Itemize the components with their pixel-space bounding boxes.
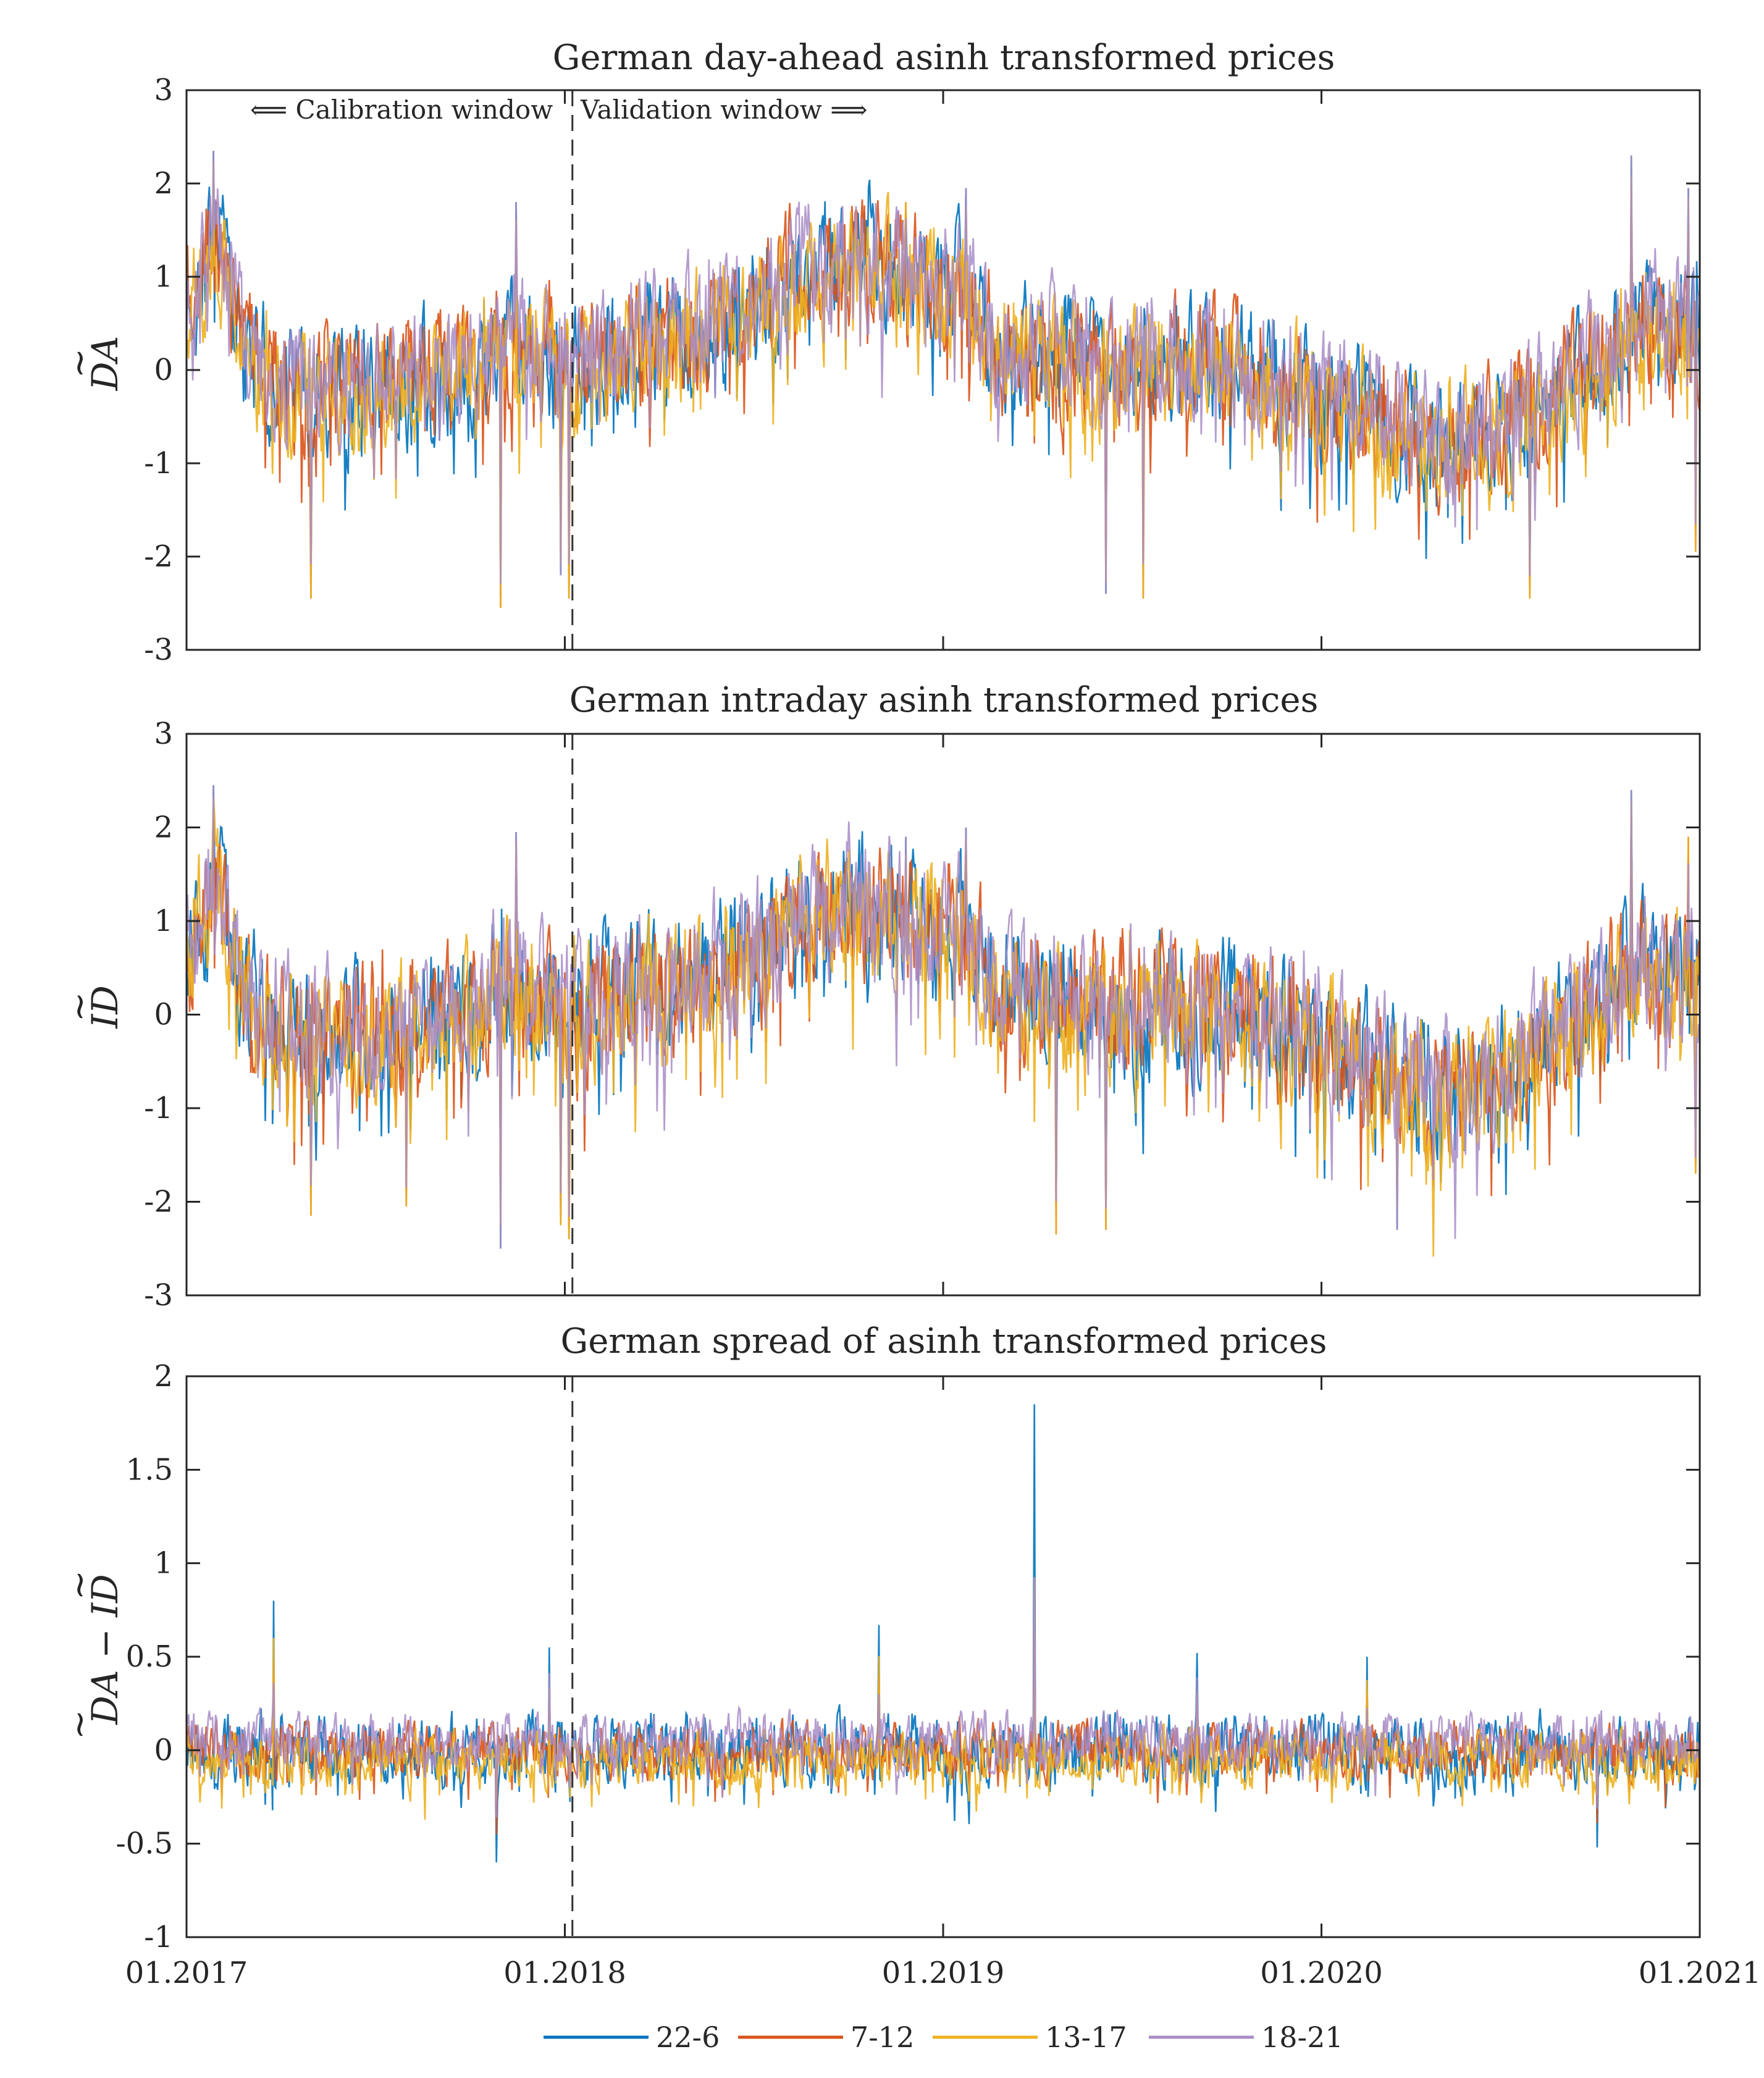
x-tick-label: 01.2017 — [125, 1956, 248, 1990]
legend: 22-6 7-12 13-17 18-21 — [544, 2021, 1343, 2054]
y-tick-label: 2 — [154, 166, 173, 201]
series-line-13-17 — [187, 1577, 1700, 1820]
svg-text:ID: ID — [84, 985, 126, 1028]
legend-label-22-6: 22-6 — [656, 2021, 720, 2054]
series-group — [187, 785, 1700, 1257]
y-tick-label: -1 — [144, 1091, 173, 1125]
y-tick-label: -2 — [144, 539, 173, 574]
y-tick-label: 0 — [154, 353, 173, 387]
series-group — [187, 1404, 1700, 1862]
svg-text:DA: DA — [84, 336, 126, 391]
y-tick-label: 3 — [154, 73, 173, 107]
tilde-mark: ~ — [58, 1710, 100, 1740]
y-tick-label: 0.5 — [126, 1639, 173, 1674]
y-tick-label: -2 — [144, 1185, 173, 1219]
series-line-22-6 — [187, 1404, 1700, 1862]
y-tick-label: -1 — [144, 1920, 173, 1954]
y-axis-label: DA − ID ~ ~ — [58, 1570, 126, 1740]
y-tick-label: -3 — [144, 1278, 173, 1313]
validation-window-label: Validation window ⟹ — [580, 95, 867, 125]
panel-day-ahead: German day-ahead asinh transformed price… — [58, 38, 1701, 667]
panel-title: German spread of asinh transformed price… — [560, 1321, 1327, 1361]
legend-label-7-12: 7-12 — [850, 2021, 914, 2054]
series-line-18-21 — [187, 785, 1700, 1249]
axes-frame — [185, 1375, 1701, 1938]
y-tick-label: 3 — [154, 717, 173, 751]
x-tick-label: 01.2018 — [503, 1956, 626, 1990]
y-tick-label: 2 — [154, 1359, 173, 1394]
panel-title: German day-ahead asinh transformed price… — [553, 38, 1335, 78]
y-tick-label: 1 — [154, 904, 173, 938]
tilde-mark: ~ — [58, 992, 100, 1022]
legend-label-18-21: 18-21 — [1261, 2021, 1343, 2054]
tilde-mark: ~ — [58, 1570, 100, 1601]
series-line-18-21 — [187, 151, 1700, 594]
y-tick-label: 2 — [154, 810, 173, 845]
y-tick-label: 1 — [154, 259, 173, 294]
panel-intraday: German intraday asinh transformed prices… — [58, 680, 1701, 1313]
y-tick-label: 1 — [154, 1546, 173, 1581]
legend-label-13-17: 13-17 — [1045, 2021, 1127, 2054]
y-tick-label: -1 — [144, 446, 173, 481]
y-tick-label: 1.5 — [126, 1452, 173, 1487]
x-tick-label: 01.2020 — [1260, 1956, 1383, 1990]
y-tick-label: 0 — [154, 998, 173, 1032]
x-tick-label: 01.2021 — [1639, 1956, 1762, 1990]
tilde-mark: ~ — [58, 348, 100, 379]
panel-spread: German spread of asinh transformed price… — [58, 1321, 1761, 1990]
series-line-18-21 — [187, 1577, 1700, 1818]
series-group — [187, 151, 1700, 608]
y-tick-label: 0 — [154, 1733, 173, 1767]
y-tick-label: -3 — [144, 633, 173, 667]
y-axis-label: ID ~ — [58, 985, 126, 1028]
y-axis-label: DA ~ — [58, 336, 126, 391]
x-tick-label: 01.2019 — [882, 1956, 1005, 1990]
y-tick-label: -0.5 — [116, 1827, 173, 1861]
series-line-7-12 — [187, 1577, 1700, 1835]
panel-title: German intraday asinh transformed prices — [569, 680, 1319, 720]
svg-text:DA − ID: DA − ID — [84, 1574, 126, 1725]
calibration-window-label: ⟸ Calibration window — [250, 95, 553, 125]
